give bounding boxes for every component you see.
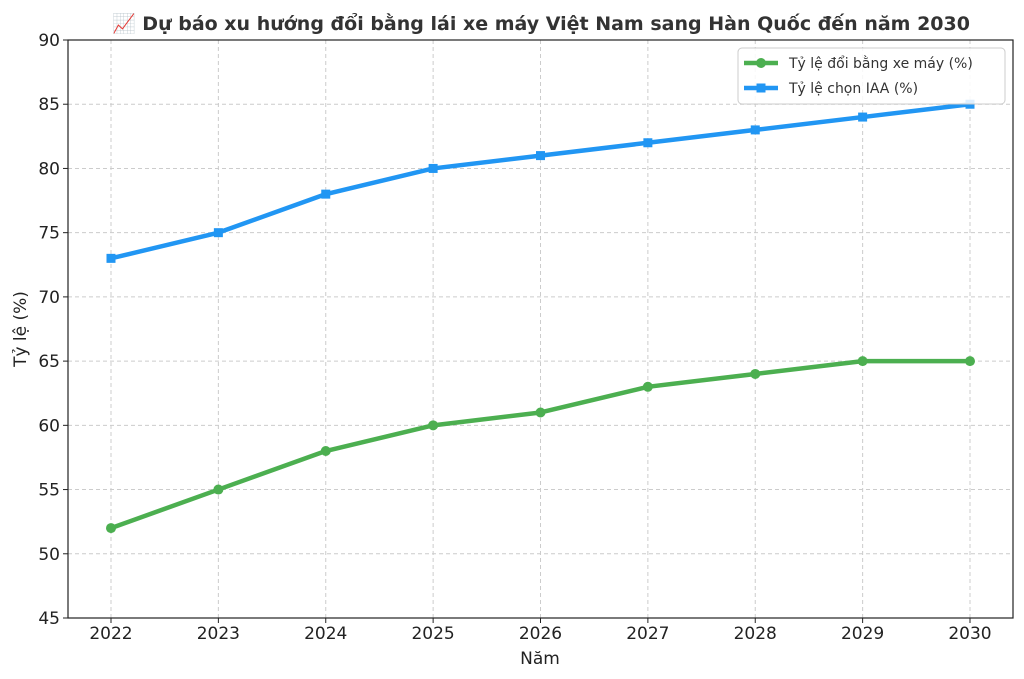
data-point: [106, 523, 116, 534]
x-tick-label: 2025: [411, 624, 454, 644]
data-point: [857, 356, 868, 367]
data-point: [750, 125, 760, 135]
grid: [68, 39, 1013, 619]
x-tick-label: 2027: [626, 624, 669, 644]
data-point: [321, 189, 331, 199]
legend: Tỷ lệ đổi bằng xe máy (%) Tỷ lệ chọn IAA …: [737, 47, 1006, 105]
chart-title: 📈 Dự báo xu hướng đổi bằng lái xe máy Vi…: [112, 12, 970, 35]
data-point: [320, 446, 331, 457]
y-tick-label: 45: [38, 609, 60, 629]
y-tick-label: 75: [38, 224, 60, 244]
y-axis-label: Tỷ lệ (%): [11, 291, 31, 368]
tick-labels: 2022 2023 2024 2025 2026 2027 2028 2029 2030 45 50…: [38, 31, 991, 644]
legend-marker: [756, 58, 766, 68]
x-axis-label: Năm: [520, 649, 560, 669]
data-point: [428, 420, 439, 431]
plot-area: [106, 99, 975, 534]
data-point: [536, 151, 545, 161]
y-tick-label: 50: [38, 545, 60, 565]
data-point: [213, 484, 224, 495]
data-point: [106, 253, 116, 263]
x-tick-label: 2024: [304, 624, 347, 644]
x-tick-label: 2026: [519, 624, 562, 644]
y-tick-label: 60: [38, 416, 60, 436]
data-point: [428, 163, 438, 173]
y-tick-label: 55: [38, 481, 60, 501]
y-tick-label: 80: [38, 159, 60, 179]
legend-label: Tỷ lệ đổi bằng xe máy (%): [788, 55, 973, 72]
legend-marker: [756, 83, 766, 93]
x-tick-label: 2028: [734, 624, 777, 644]
x-tick-label: 2030: [948, 624, 991, 644]
data-point: [965, 356, 975, 367]
data-point: [750, 368, 761, 379]
data-point: [535, 407, 546, 418]
x-tick-label: 2023: [197, 624, 240, 644]
y-tick-label: 65: [38, 352, 60, 372]
data-point: [643, 138, 653, 148]
legend-item: Tỷ lệ chọn IAA (%): [744, 81, 918, 97]
y-tick-label: 70: [38, 288, 60, 308]
series-1: [106, 356, 975, 534]
data-point: [213, 228, 223, 238]
legend-item: Tỷ lệ đổi bằng xe máy (%): [744, 55, 973, 72]
legend-box: [737, 47, 1006, 105]
x-tick-label: 2029: [841, 624, 884, 644]
x-tick-label: 2022: [89, 624, 132, 644]
legend-label: Tỷ lệ chọn IAA (%): [788, 81, 918, 97]
data-point: [642, 381, 653, 392]
y-tick-label: 90: [38, 31, 60, 51]
y-tick-label: 85: [38, 95, 60, 115]
data-point: [858, 112, 868, 122]
